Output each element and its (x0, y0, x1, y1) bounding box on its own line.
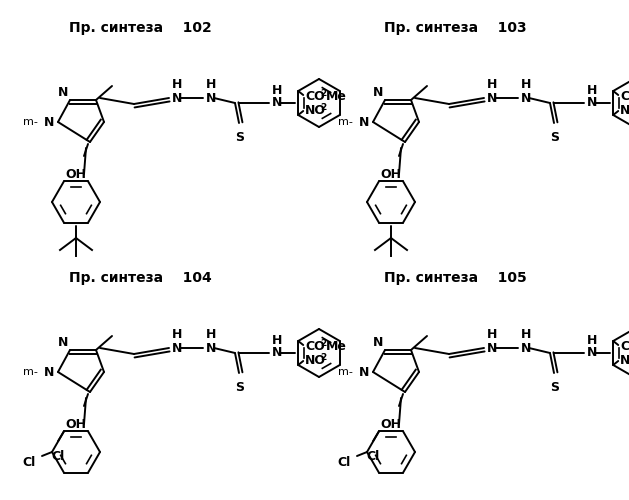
Text: N: N (372, 336, 383, 349)
Text: OH: OH (381, 418, 401, 431)
Text: CO: CO (620, 90, 629, 102)
Text: NO: NO (305, 354, 326, 366)
Text: N: N (58, 336, 68, 349)
Text: Cl: Cl (52, 450, 65, 463)
Text: N: N (272, 346, 282, 360)
Text: Cl: Cl (23, 456, 36, 468)
Text: N: N (372, 86, 383, 99)
Text: m-: m- (23, 117, 38, 127)
Text: H: H (206, 78, 216, 92)
Text: N: N (587, 96, 598, 110)
Text: S: S (235, 131, 245, 144)
Text: N: N (521, 92, 532, 104)
Text: OH: OH (65, 418, 87, 431)
Text: N: N (43, 116, 54, 128)
Text: N: N (272, 96, 282, 110)
Text: Cl: Cl (366, 450, 380, 463)
Text: N: N (359, 366, 369, 378)
Text: H: H (172, 328, 182, 342)
Text: CO: CO (305, 90, 325, 102)
Text: NO: NO (620, 104, 629, 117)
Text: H: H (172, 78, 182, 92)
Text: H: H (587, 84, 598, 96)
Text: Пр. синтеза    104: Пр. синтеза 104 (69, 271, 211, 285)
Text: N: N (172, 342, 182, 354)
Text: H: H (521, 78, 532, 92)
Text: Пр. синтеза    102: Пр. синтеза 102 (69, 21, 211, 35)
Text: CO: CO (620, 340, 629, 352)
Text: 2: 2 (320, 338, 326, 347)
Text: S: S (235, 381, 245, 394)
Text: m-: m- (338, 367, 353, 377)
Text: H: H (487, 328, 498, 342)
Text: H: H (206, 328, 216, 342)
Text: Cl: Cl (338, 456, 351, 468)
Text: NO: NO (620, 354, 629, 366)
Text: NO: NO (305, 104, 326, 117)
Text: H: H (521, 328, 532, 342)
Text: N: N (359, 116, 369, 128)
Text: H: H (587, 334, 598, 346)
Text: N: N (521, 342, 532, 354)
Text: N: N (43, 366, 54, 378)
Text: Me: Me (326, 340, 347, 352)
Text: 2: 2 (320, 88, 326, 98)
Text: m-: m- (338, 117, 353, 127)
Text: OH: OH (381, 168, 401, 181)
Text: 2: 2 (320, 102, 326, 112)
Text: Пр. синтеза    105: Пр. синтеза 105 (384, 271, 526, 285)
Text: CO: CO (305, 340, 325, 352)
Text: N: N (587, 346, 598, 360)
Text: H: H (272, 84, 282, 96)
Text: S: S (550, 381, 560, 394)
Text: N: N (487, 342, 498, 354)
Text: Me: Me (326, 90, 347, 102)
Text: m-: m- (23, 367, 38, 377)
Text: N: N (58, 86, 68, 99)
Text: N: N (172, 92, 182, 104)
Text: N: N (206, 92, 216, 104)
Text: 2: 2 (320, 352, 326, 362)
Text: Пр. синтеза    103: Пр. синтеза 103 (384, 21, 526, 35)
Text: N: N (206, 342, 216, 354)
Text: S: S (550, 131, 560, 144)
Text: H: H (487, 78, 498, 92)
Text: OH: OH (65, 168, 87, 181)
Text: N: N (487, 92, 498, 104)
Text: H: H (272, 334, 282, 346)
